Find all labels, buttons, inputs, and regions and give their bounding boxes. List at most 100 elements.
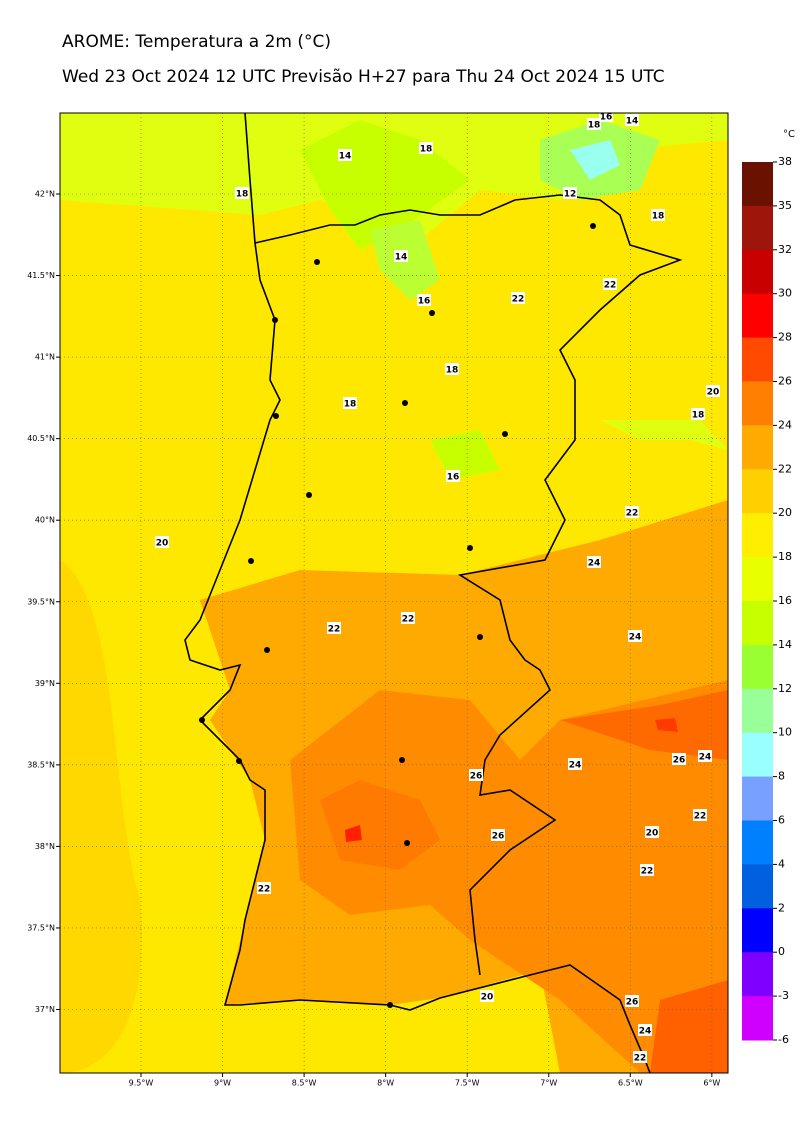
colorbar-label: 10 — [778, 726, 792, 739]
contour-label: 26 — [626, 998, 639, 1008]
colorbar-segment — [742, 513, 773, 558]
contour-label: 18 — [692, 411, 705, 421]
contour-label-box — [446, 470, 460, 482]
contour-label-box — [625, 506, 639, 518]
contour-label: 12 — [564, 190, 577, 200]
contour-label-box — [394, 250, 408, 262]
contour-label-box — [640, 864, 654, 876]
colorbar-segment — [742, 644, 773, 690]
y-tick-label: 42°N — [35, 190, 55, 199]
x-tick-label: 6°W — [703, 1079, 720, 1088]
contour-label: 22 — [626, 509, 639, 519]
contour-label-box — [511, 292, 525, 304]
colorbar-label: 38 — [778, 155, 792, 168]
colorbar-segment — [742, 425, 773, 470]
colorbar-segment — [742, 776, 773, 821]
contour-label: 14 — [395, 253, 408, 263]
y-tick-label: 40°N — [35, 516, 55, 525]
x-tick-label: 8°W — [377, 1079, 394, 1088]
contour-label: 16 — [600, 113, 613, 123]
colorbar-segment — [742, 908, 773, 953]
contour-label: 14 — [339, 152, 352, 162]
contour-label-box — [672, 753, 686, 765]
contour-label-box — [691, 408, 705, 420]
colorbar-segment — [742, 381, 773, 426]
contour-label: 24 — [588, 559, 601, 569]
contour-label: 20 — [156, 539, 169, 549]
y-tick-label: 41°N — [35, 353, 55, 362]
contour-label: 22 — [402, 615, 415, 625]
x-tick-label: 7.5°W — [455, 1079, 480, 1088]
contour-label-box — [599, 113, 613, 122]
contour-label-box — [419, 142, 433, 154]
contour-label-box — [587, 118, 601, 130]
contour-label: 18 — [652, 212, 665, 222]
subtitle: Wed 23 Oct 2024 12 UTC Previsão H+27 par… — [62, 67, 665, 87]
colorbar-label: -6 — [778, 1033, 789, 1046]
contour-label-box — [645, 826, 659, 838]
contour-label: 22 — [328, 625, 341, 635]
colorbar-segment — [742, 864, 773, 909]
contour-label: 26 — [673, 756, 686, 766]
colorbar-segment — [742, 601, 773, 646]
colorbar-label: 0 — [778, 945, 785, 958]
colorbar-label: 30 — [778, 287, 792, 300]
contour-label: 20 — [646, 829, 659, 839]
contour-label-box — [343, 397, 357, 409]
contour-label-box — [338, 149, 352, 161]
contour-label-box — [706, 385, 720, 397]
contour-label: 22 — [512, 295, 525, 305]
contour-label: 18 — [588, 121, 601, 131]
contour-label: 24 — [569, 761, 582, 771]
y-tick-label: 39.5°N — [27, 597, 55, 606]
colorbar-label: 14 — [778, 638, 792, 651]
colorbar-segment — [742, 469, 773, 514]
x-tick-label: 8.5°W — [292, 1079, 317, 1088]
colorbar-label: 35 — [778, 199, 792, 212]
colorbar-segment — [742, 337, 773, 382]
y-tick-label: 41.5°N — [27, 271, 55, 280]
colorbar-label: 8 — [778, 770, 785, 783]
contour-label: 18 — [236, 190, 249, 200]
colorbar-segment — [742, 249, 773, 295]
contour-label: 20 — [707, 388, 720, 398]
contour-label: 22 — [258, 885, 271, 895]
colorbar-segment — [742, 162, 773, 207]
colorbar-segment — [742, 732, 773, 778]
y-tick-label: 38.5°N — [27, 760, 55, 769]
contour-label: 18 — [420, 145, 433, 155]
colorbar-label: -3 — [778, 989, 789, 1002]
colorbar-segment — [742, 952, 773, 997]
colorbar-label: 20 — [778, 506, 792, 519]
contour-label: 16 — [418, 297, 431, 307]
contour-label-box — [445, 363, 459, 375]
y-tick-label: 38°N — [35, 842, 55, 851]
y-tick-label: 37.5°N — [27, 923, 55, 932]
contour-label: 26 — [470, 772, 483, 782]
contour-label-box — [633, 1051, 647, 1063]
contour-label-box — [401, 612, 415, 624]
colorbar-label: 2 — [778, 901, 785, 914]
x-tick-label: 9.5°W — [129, 1079, 154, 1088]
colorbar-segment — [742, 293, 773, 339]
border — [254, 194, 683, 976]
contour-label: 18 — [344, 400, 357, 410]
graticule-frame — [60, 113, 728, 1073]
contour-label: 22 — [634, 1054, 647, 1064]
contour-label-box — [417, 294, 431, 306]
contour-label: 24 — [629, 633, 642, 643]
contour-label-box — [638, 1024, 652, 1036]
contour-label-box — [587, 556, 601, 568]
contour-label: 24 — [639, 1027, 652, 1037]
y-tick-label: 39°N — [35, 679, 55, 688]
contour-label-box — [155, 536, 169, 548]
contour-label-box — [563, 187, 577, 199]
contour-label-box — [480, 990, 494, 1002]
x-tick-label: 6.5°W — [618, 1079, 643, 1088]
contour-label-box — [257, 882, 271, 894]
contour-label: 20 — [481, 993, 494, 1003]
contour-label-box — [568, 758, 582, 770]
contour-label-box — [628, 630, 642, 642]
colorbar-label: 24 — [778, 418, 792, 431]
